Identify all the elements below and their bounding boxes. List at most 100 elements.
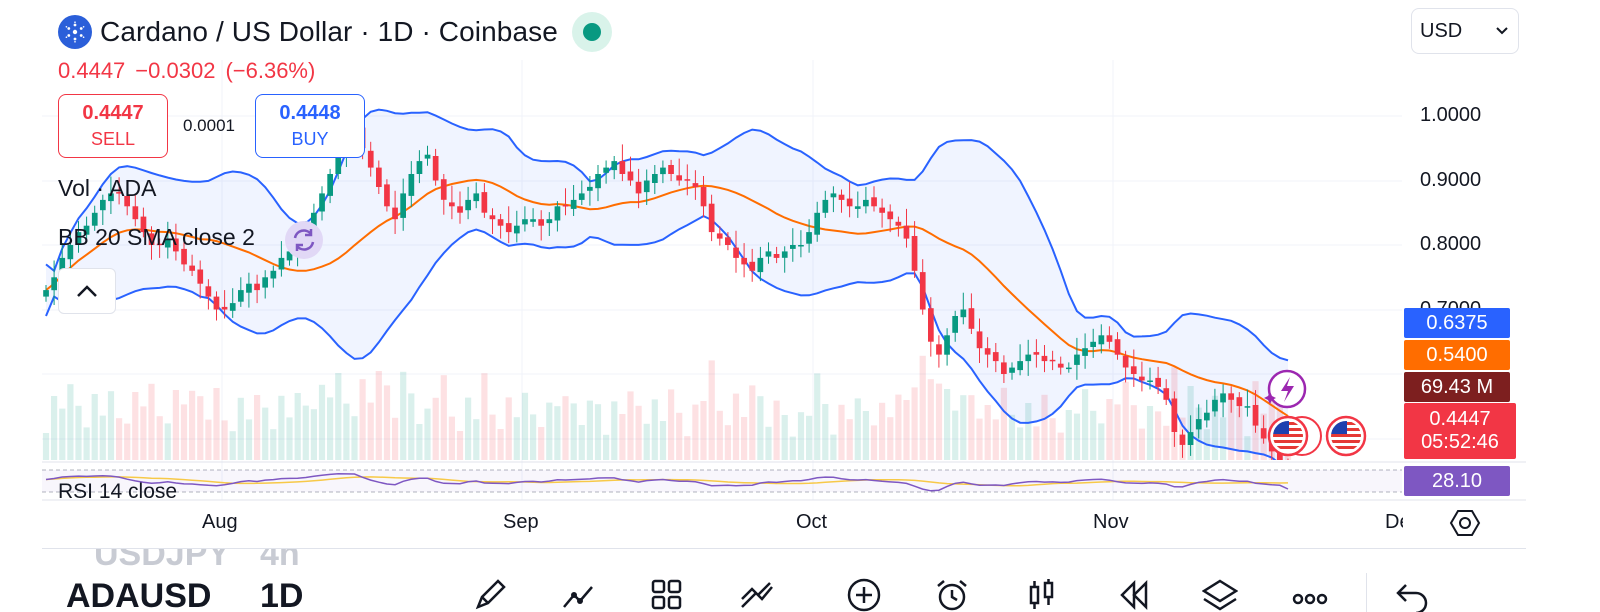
volume-bar (335, 373, 342, 460)
candle (895, 216, 902, 237)
symbol-header[interactable]: Cardano / US Dollar · 1D · Coinbase (58, 12, 612, 52)
candle (367, 141, 374, 177)
current-symbol[interactable]: ADAUSD (66, 577, 212, 612)
volume-bar (870, 425, 878, 460)
last-price-tag: 0.4447 05:52:46 (1404, 403, 1516, 459)
candle (132, 195, 139, 227)
candle (627, 156, 634, 186)
candle (67, 232, 74, 271)
volume-bar (651, 399, 658, 460)
volume-bar (538, 427, 545, 460)
volume-bar (189, 390, 196, 460)
candle (595, 165, 601, 202)
candle (43, 285, 49, 302)
buy-button[interactable]: 0.4448 BUY (255, 94, 365, 158)
candle (830, 186, 837, 213)
volume-bar (530, 414, 537, 460)
candle (960, 292, 967, 325)
market-status-indicator[interactable] (571, 12, 612, 52)
volume-bar (1065, 410, 1072, 460)
market-open-dot (582, 23, 601, 41)
economic-events-icons[interactable] (1266, 414, 1370, 458)
candle (108, 176, 114, 214)
volume-bar (140, 406, 147, 460)
candle (1090, 328, 1096, 358)
volume-bar (473, 419, 480, 460)
symbol-title[interactable]: Cardano / US Dollar · 1D · Coinbase (100, 16, 558, 47)
layout-grid-icon[interactable] (649, 577, 685, 612)
volume-bar (505, 397, 512, 460)
candle (992, 343, 999, 373)
volume-bar (643, 423, 650, 460)
flash-icon[interactable] (1262, 368, 1308, 414)
candle (189, 254, 195, 276)
volume-bar (1082, 389, 1089, 460)
settings-hexagon-icon[interactable] (1448, 506, 1482, 540)
volume-bar (960, 395, 967, 460)
volume-bar (521, 392, 529, 460)
current-timeframe[interactable]: 1D (260, 577, 304, 612)
volume-bar (75, 405, 82, 460)
candle (1082, 333, 1088, 369)
undo-icon[interactable] (1394, 577, 1430, 612)
replay-icon[interactable] (1114, 577, 1150, 612)
trend-line-icon[interactable] (560, 577, 596, 612)
indicators-icon[interactable] (738, 577, 774, 612)
watchlist-timeframe[interactable]: 4h (260, 548, 300, 573)
bb-basis-tag: 0.5400 (1404, 340, 1510, 370)
volume-legend[interactable]: Vol · ADA (58, 175, 157, 201)
volume-bar (327, 397, 334, 460)
candle (124, 183, 130, 216)
volume-bar (887, 417, 894, 460)
candle (1179, 429, 1186, 458)
volume-bar (1000, 387, 1007, 460)
volume-bar (732, 393, 740, 460)
loading-icon[interactable] (284, 220, 324, 260)
volume-bar (1228, 393, 1235, 460)
volume-bar (546, 402, 553, 460)
volume-bar (814, 373, 821, 460)
volume-bar (51, 396, 58, 460)
candle (798, 230, 804, 258)
volume-bar (375, 371, 382, 460)
volume-bar (976, 418, 983, 460)
candle (749, 248, 756, 282)
candle (570, 185, 577, 216)
time-axis-label: Oct (796, 511, 828, 533)
us-flag-icon (1325, 415, 1367, 457)
candle (538, 210, 544, 241)
volume-bar (221, 420, 228, 460)
buy-label: BUY (291, 129, 329, 149)
volume-bar (895, 394, 902, 460)
candle (205, 279, 212, 310)
rsi-legend[interactable]: RSI 14 close (58, 480, 178, 500)
layers-icon[interactable] (1202, 577, 1238, 612)
volume-bar (213, 388, 220, 460)
alarm-clock-icon[interactable] (934, 577, 970, 612)
more-icon[interactable] (1292, 577, 1328, 612)
candle (197, 260, 204, 299)
bb-legend[interactable]: BB 20 SMA close 2 (58, 224, 255, 250)
volume-bar (1033, 426, 1040, 460)
candle (181, 236, 187, 272)
candle (587, 176, 593, 206)
add-icon[interactable] (846, 577, 882, 612)
volume-bar (456, 431, 464, 460)
price-change-line: 0.4447 −0.0302 (−6.36%) (58, 58, 325, 84)
volume-bar (302, 405, 309, 460)
volume-bar (343, 403, 350, 460)
volume-bar (513, 417, 520, 460)
volume-bar (481, 373, 488, 460)
volume-bar (107, 391, 115, 460)
pencil-icon[interactable] (472, 577, 508, 612)
sell-button[interactable]: 0.4447 SELL (58, 94, 168, 158)
candles-icon[interactable] (1024, 577, 1060, 612)
candle (781, 246, 788, 273)
currency-select[interactable]: USD (1411, 8, 1519, 54)
price-axis-label: 1.0000 (1420, 104, 1482, 126)
bb-upper-tag: 0.6375 (1404, 308, 1510, 338)
watchlist-symbol[interactable]: USDJPY (94, 548, 231, 573)
collapse-legend-button[interactable] (58, 268, 116, 314)
candle (51, 260, 57, 305)
